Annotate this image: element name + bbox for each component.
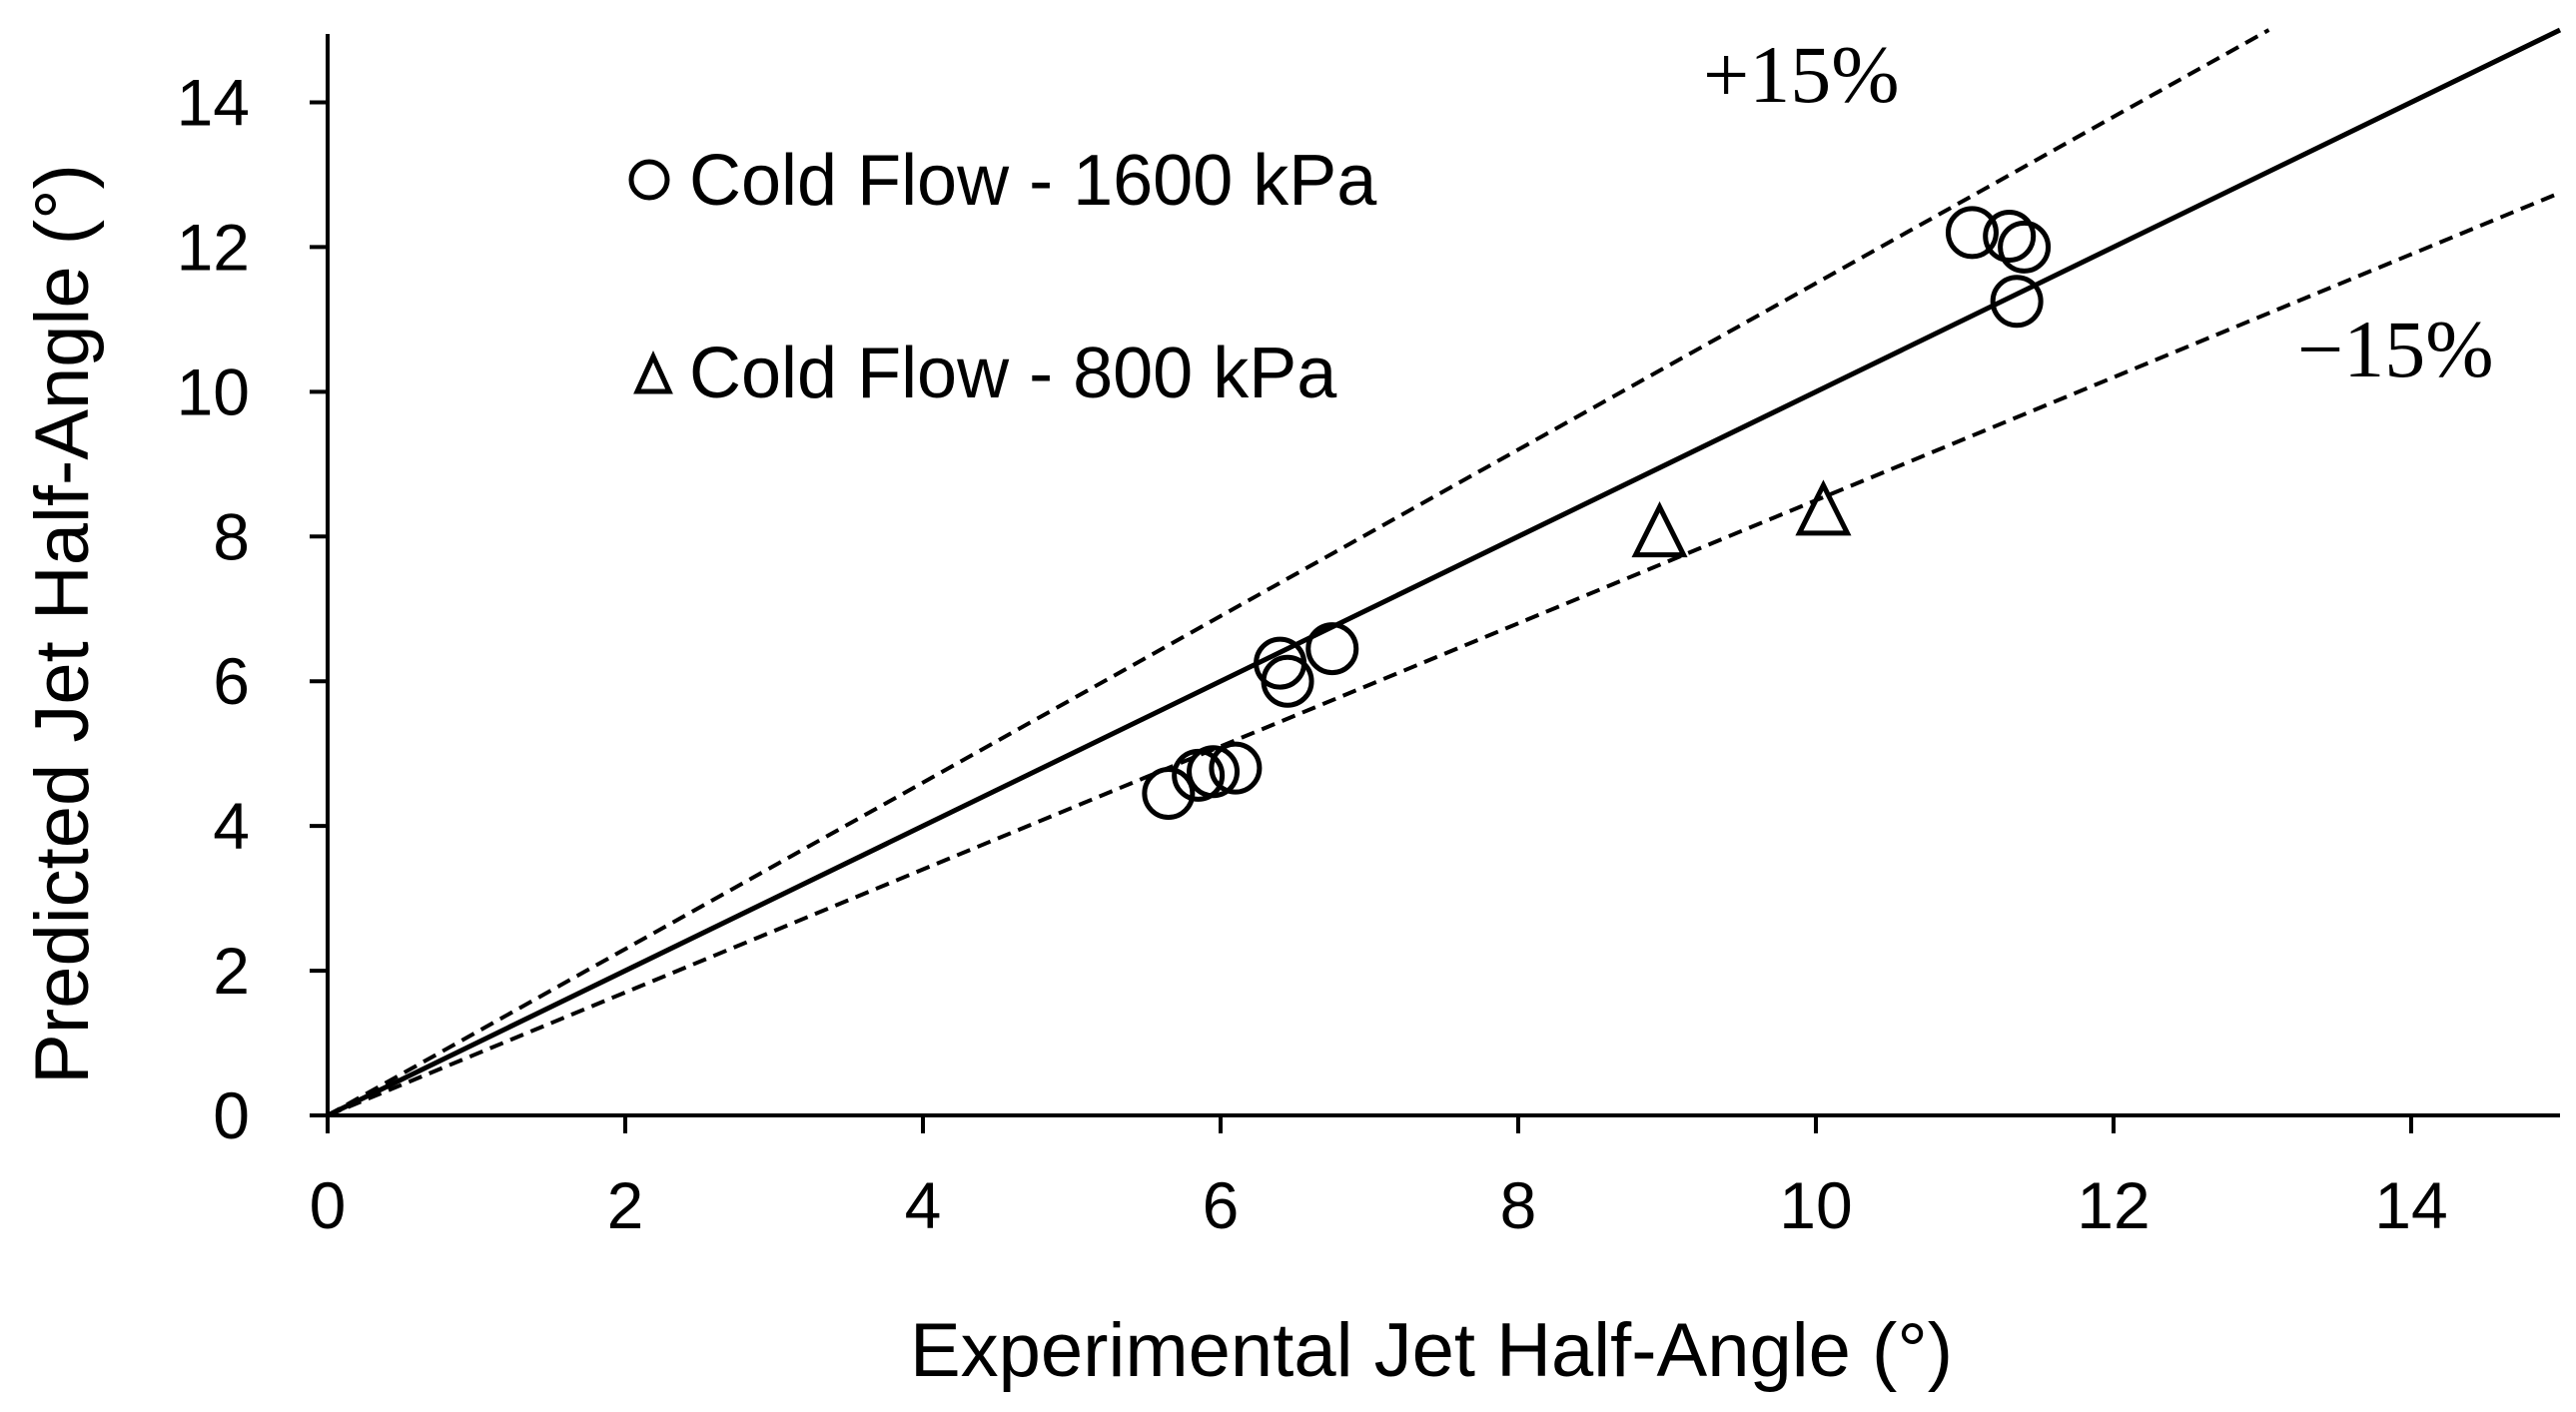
x-tick-label: 2 (607, 1168, 644, 1242)
legend-label-800kpa: Cold Flow - 800 kPa (689, 334, 1337, 413)
circle-marker-1600kpa (1945, 206, 1999, 260)
x-tick-label: 10 (1779, 1168, 1852, 1242)
x-tick-label: 4 (905, 1168, 942, 1242)
x-tick-label: 14 (2374, 1168, 2447, 1242)
ticks: 0 2 4 6 8 10 12 14 0 2 4 6 8 10 12 14 (177, 65, 2448, 1242)
y-axis-title: Predicted Jet Half-Angle (°) (20, 164, 105, 1084)
legend-circle-marker (628, 159, 670, 201)
y-tick-label: 0 (213, 1078, 250, 1152)
legend-label-1600kpa: Cold Flow - 1600 kPa (689, 141, 1377, 221)
x-tick-label: 6 (1203, 1168, 1240, 1242)
circle-marker-1600kpa (1142, 767, 1196, 821)
reference-line-unity (326, 27, 2562, 1118)
x-tick-label: 8 (1500, 1168, 1537, 1242)
x-tick-label: 12 (2077, 1168, 2149, 1242)
circle-marker-1600kpa (1187, 745, 1241, 799)
reference-line-plus-15 (327, 28, 2270, 1117)
y-tick-label: 4 (213, 789, 250, 863)
y-tick-label: 8 (213, 499, 250, 573)
reference-lines (326, 27, 2562, 1118)
triangle-marker-800kpa (1795, 479, 1852, 536)
legend-triangle-marker (633, 350, 673, 394)
y-tick-label: 14 (177, 65, 250, 139)
triangle-marker-800kpa (1631, 501, 1688, 558)
y-tick-label: 2 (213, 934, 250, 1008)
x-tick-label: 0 (310, 1168, 347, 1242)
circle-marker-1600kpa (1305, 622, 1359, 676)
circle-marker-1600kpa (1261, 654, 1314, 708)
x-axis-title: Experimental Jet Half-Angle (°) (910, 1308, 1953, 1393)
legend: Cold Flow - 1600 kPa Cold Flow - 800 kPa (628, 141, 1377, 413)
y-tick-label: 10 (177, 354, 250, 428)
axes (326, 34, 2560, 1117)
circle-marker-1600kpa (1990, 275, 2044, 329)
reference-line-minus-15 (327, 191, 2561, 1117)
circle-marker-1600kpa (1983, 210, 2037, 264)
circle-marker-1600kpa (1209, 741, 1263, 795)
y-tick-label: 12 (177, 210, 250, 284)
circle-marker-1600kpa (1998, 220, 2052, 274)
y-tick-label: 6 (213, 644, 250, 718)
data-markers (1142, 206, 2052, 821)
minus-15-label: −15% (2297, 304, 2494, 394)
plus-15-label: +15% (1703, 29, 1900, 120)
